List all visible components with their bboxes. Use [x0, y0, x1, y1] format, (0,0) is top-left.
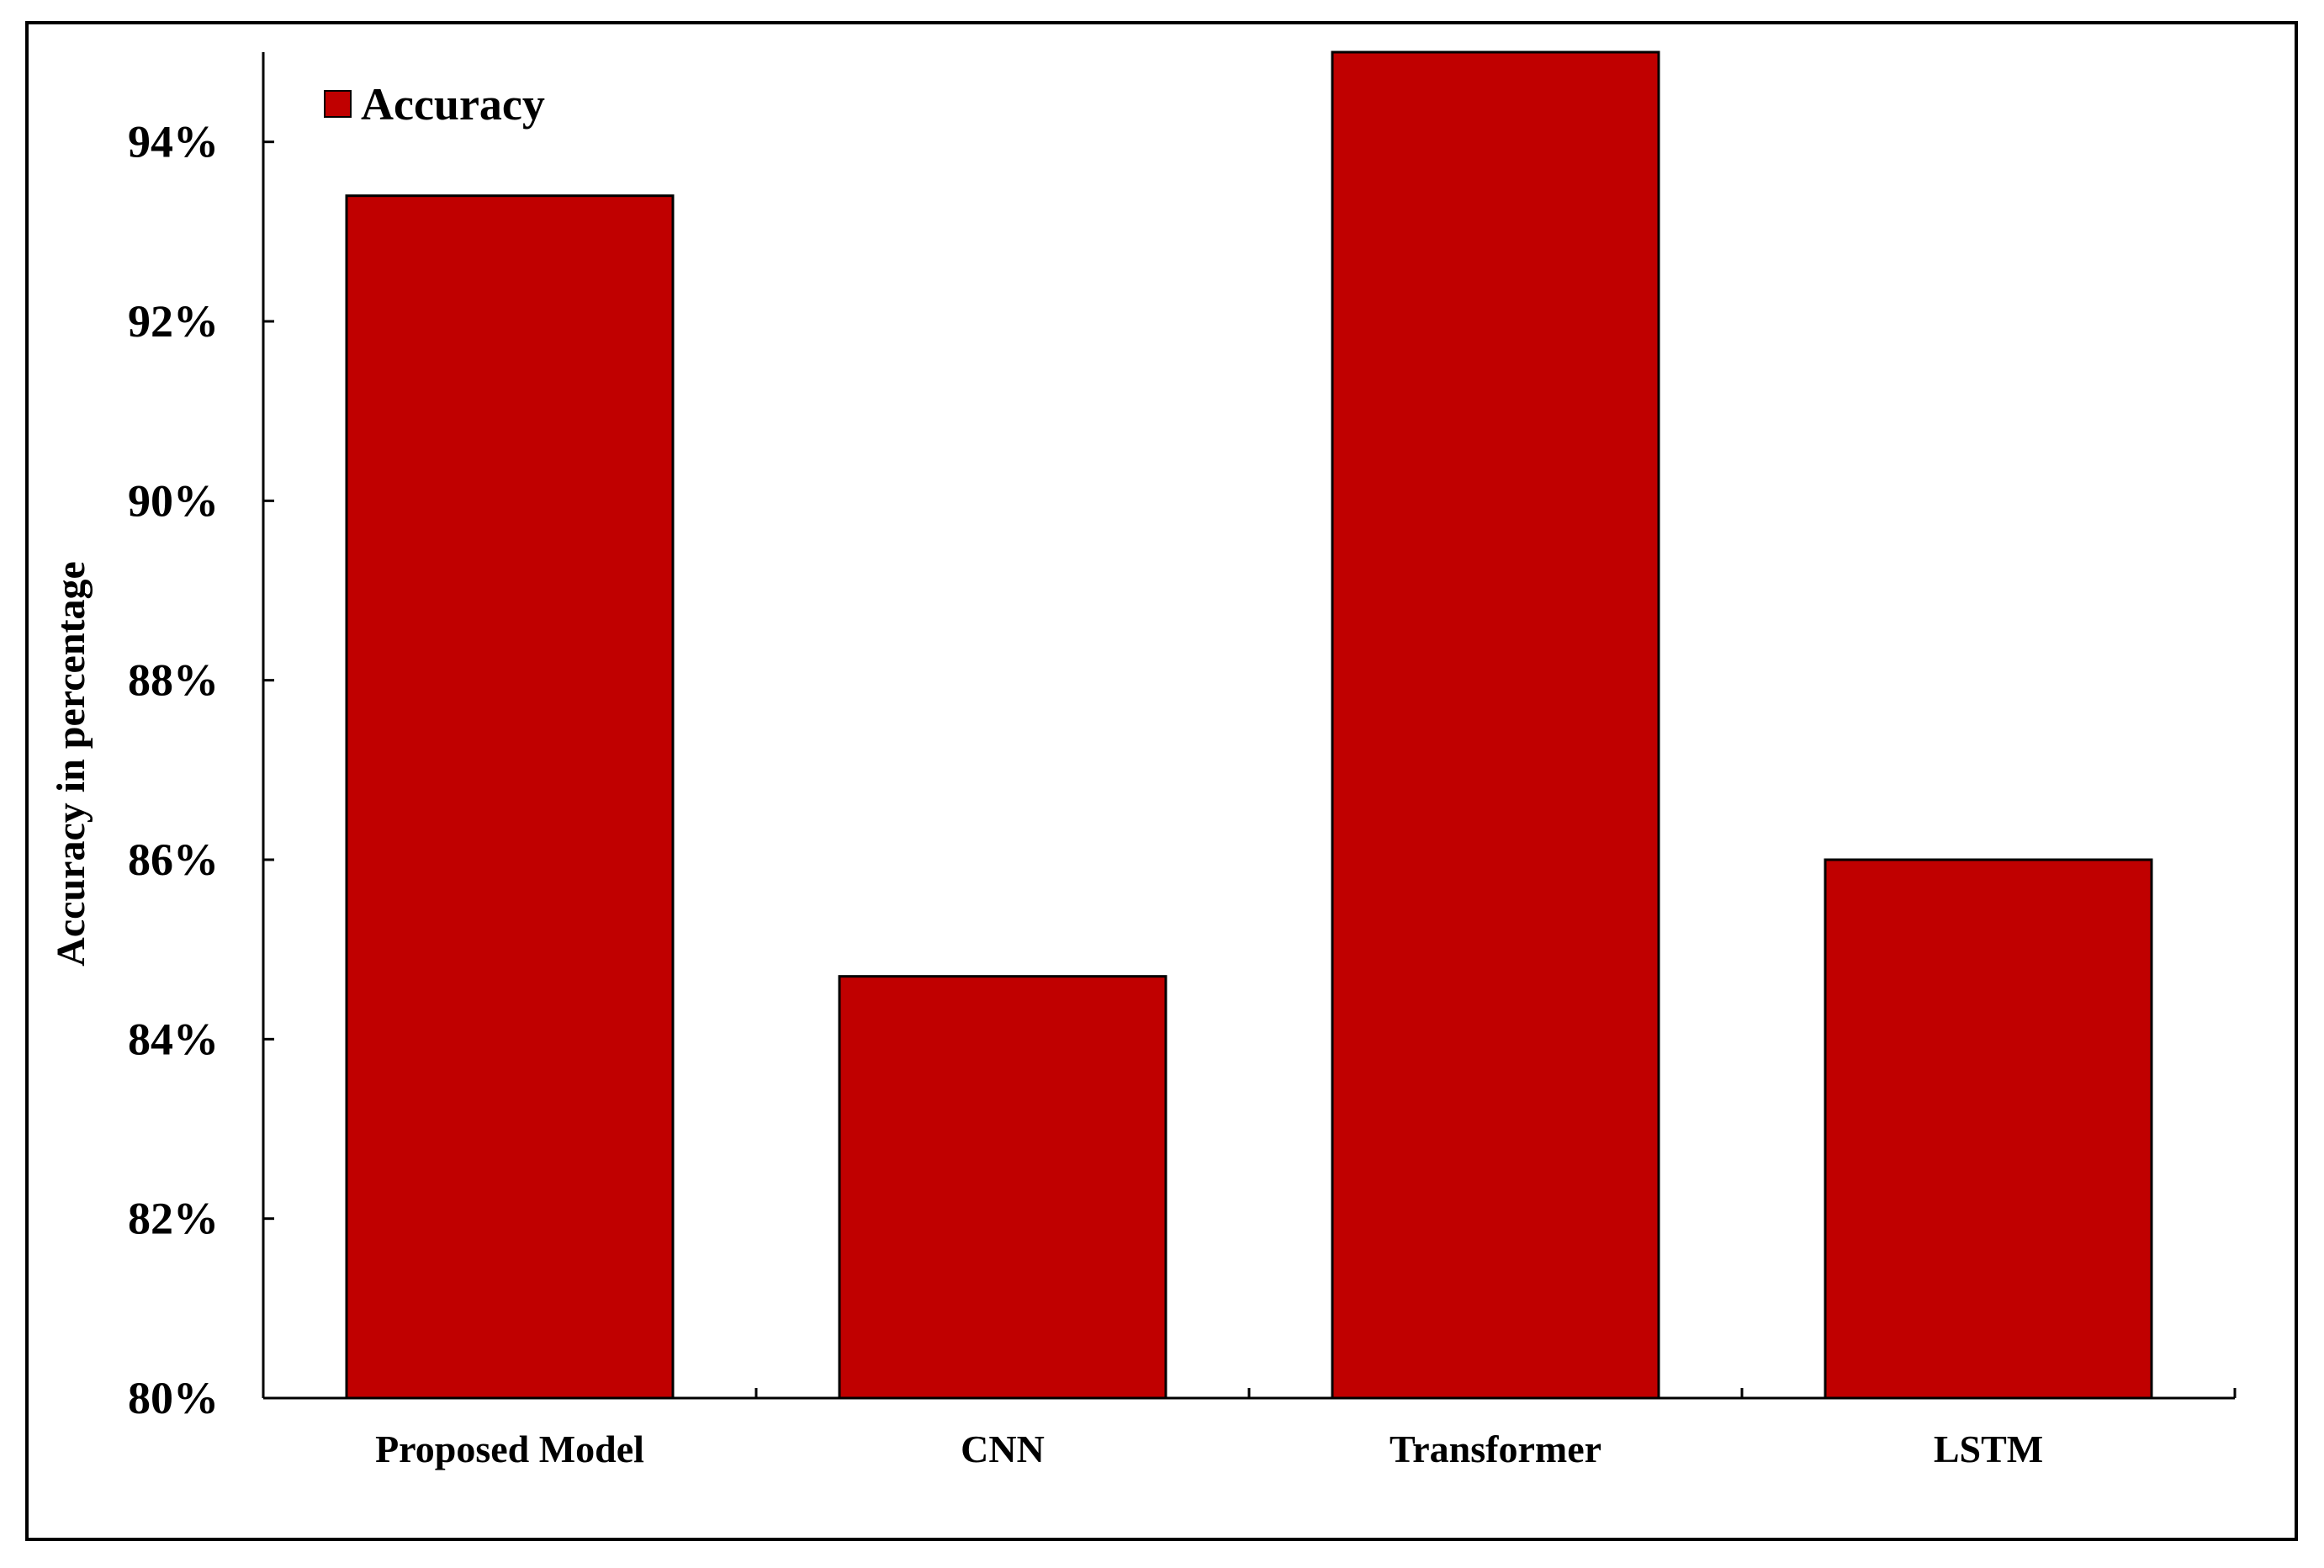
y-tick-label: 84%	[128, 1014, 219, 1064]
y-tick-label: 80%	[128, 1373, 219, 1423]
legend-label-accuracy: Accuracy	[361, 79, 545, 130]
bar	[1824, 858, 2153, 1400]
y-axis-ticks: 80% 82% 84% 86% 88% 90% 92% 94%	[128, 117, 274, 1423]
x-tick-label: LSTM	[1934, 1428, 2043, 1470]
y-tick-label: 86%	[128, 834, 219, 885]
legend: Accuracy	[324, 79, 545, 130]
bar	[345, 194, 675, 1400]
bar	[838, 975, 1167, 1400]
x-tick-label: Transformer	[1390, 1428, 1601, 1470]
y-axis-label: Accuracy in percentage	[49, 561, 93, 967]
y-tick-label: 82%	[128, 1194, 219, 1244]
legend-swatch-accuracy	[324, 90, 352, 118]
y-tick-label: 94%	[128, 117, 219, 167]
y-tick-label: 88%	[128, 655, 219, 706]
bar	[1331, 50, 1660, 1400]
y-tick-label: 92%	[128, 296, 219, 347]
y-tick-label: 90%	[128, 475, 219, 526]
x-tick-label: Proposed Model	[375, 1428, 644, 1470]
x-axis-ticks: Proposed Model CNN Transformer LSTM	[375, 1388, 2237, 1470]
bar-group	[345, 50, 2153, 1400]
x-tick-label: CNN	[961, 1428, 1045, 1470]
